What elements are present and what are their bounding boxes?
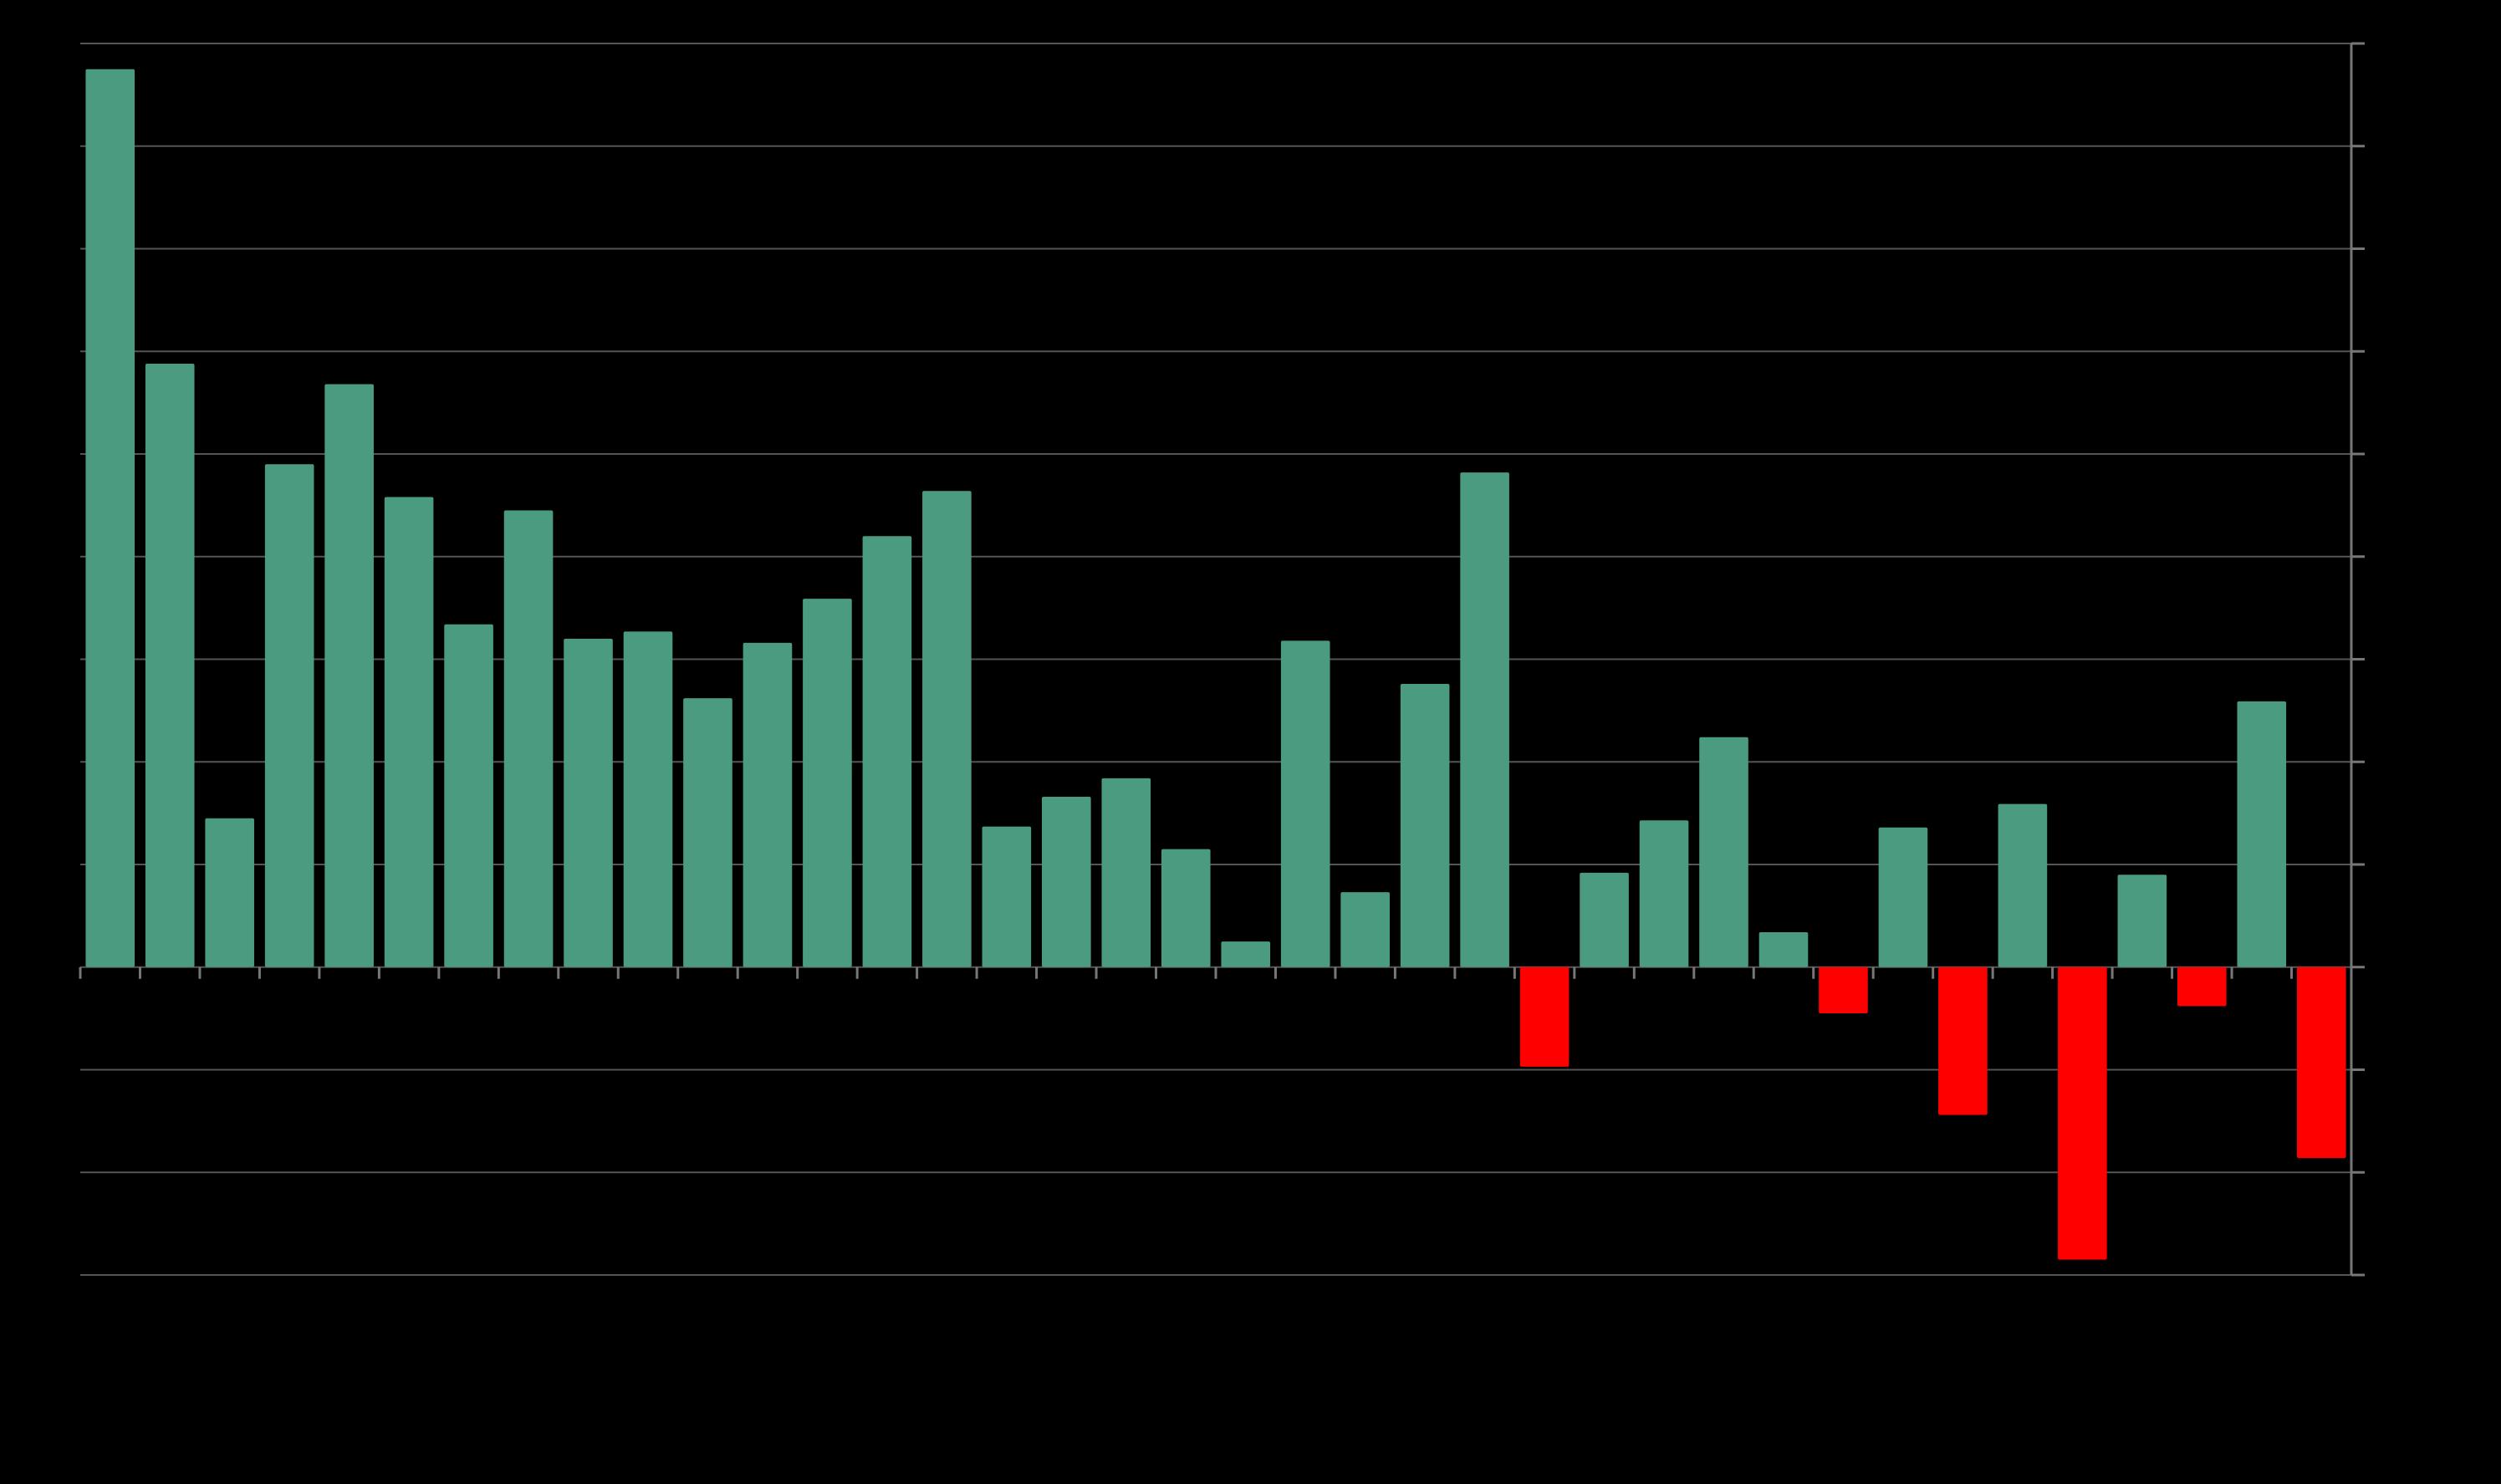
bar xyxy=(564,638,613,967)
bars xyxy=(85,69,2346,1260)
bar xyxy=(1460,472,1509,967)
bar xyxy=(264,464,314,967)
bar xyxy=(1519,966,1570,1067)
bar xyxy=(982,826,1032,967)
bar xyxy=(922,491,972,967)
bar xyxy=(623,631,673,967)
bar xyxy=(1758,932,1809,967)
bar xyxy=(1998,803,2048,967)
bar xyxy=(145,363,195,967)
axes xyxy=(79,42,2365,1277)
bar xyxy=(503,510,554,967)
bar xyxy=(384,497,434,967)
bar xyxy=(1639,820,1689,967)
bar xyxy=(1819,966,1868,1013)
bar xyxy=(743,642,793,967)
bar xyxy=(1042,796,1091,967)
bar xyxy=(205,818,254,967)
bar xyxy=(1400,683,1450,967)
bar xyxy=(2177,966,2227,1007)
bar xyxy=(85,69,135,967)
bar xyxy=(2296,966,2346,1159)
bar xyxy=(2058,966,2107,1260)
bar xyxy=(1340,892,1390,967)
bar xyxy=(1699,737,1748,967)
bar xyxy=(1161,849,1211,967)
bar xyxy=(803,599,852,967)
bar xyxy=(1101,778,1151,967)
bar xyxy=(1580,872,1629,967)
bar xyxy=(862,536,912,967)
bar xyxy=(2237,701,2287,967)
bar xyxy=(1221,941,1271,967)
bar xyxy=(1878,827,1928,967)
bar xyxy=(2117,875,2167,967)
bar xyxy=(1938,966,1988,1115)
bar xyxy=(1280,640,1330,967)
bar xyxy=(683,698,732,967)
bar xyxy=(444,624,493,967)
bar xyxy=(324,384,374,967)
